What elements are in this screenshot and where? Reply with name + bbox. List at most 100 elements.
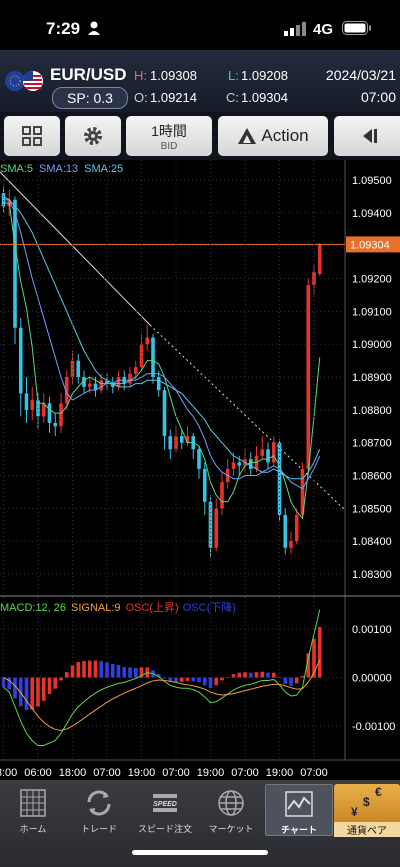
- candle-body: [59, 403, 63, 427]
- time: 07:00: [360, 89, 396, 105]
- candle-body: [105, 380, 109, 384]
- x-tick-label: 19:00: [266, 767, 294, 779]
- low-label: L:: [228, 68, 239, 83]
- low: 1.09208: [241, 68, 288, 83]
- osc-bar: [76, 662, 81, 678]
- x-tick-label: 07:00: [162, 767, 190, 779]
- tab-bar: ホーム トレード SPEED スピード注文 マーケット チャート € $ ¥ 通…: [0, 780, 400, 867]
- chart-icon: [285, 791, 313, 817]
- y-tick-label: 1.08500: [352, 503, 392, 515]
- candle-body: [220, 482, 224, 509]
- osc-bar: [294, 677, 299, 684]
- y-tick-label: 1.09000: [352, 339, 392, 351]
- osc-bar: [47, 677, 52, 695]
- legend-entry: OSC(上昇): [126, 601, 179, 614]
- timeframe: 1時間: [151, 122, 187, 139]
- tab-market[interactable]: マーケット: [198, 784, 264, 834]
- osc-bar: [99, 661, 104, 678]
- legend-entry: MACD:12, 26: [0, 602, 66, 614]
- tab-speed[interactable]: SPEED スピード注文: [132, 784, 198, 834]
- tab-home[interactable]: ホーム: [0, 784, 66, 834]
- osc-bar: [202, 677, 207, 686]
- sma-line: [3, 199, 321, 490]
- osc-bar: [306, 653, 311, 678]
- tab-label: マーケット: [208, 824, 254, 834]
- candle-body: [202, 468, 207, 502]
- osc-bar: [191, 677, 196, 682]
- candle-body: [214, 508, 219, 548]
- osc-bar: [87, 660, 92, 678]
- osc-bar: [300, 676, 305, 678]
- timeframe-button[interactable]: 1時間 BID: [126, 116, 212, 156]
- speed-icon: SPEED: [153, 794, 177, 812]
- macd-line: [3, 609, 321, 746]
- osc-bar: [162, 677, 167, 679]
- candle-body: [93, 383, 98, 391]
- osc-bar: [116, 664, 121, 678]
- osc-bar: [30, 677, 35, 710]
- collapse-button[interactable]: [334, 116, 400, 156]
- candle-body: [306, 285, 311, 469]
- y-tick-label: 1.09100: [352, 306, 392, 318]
- current-price-label: 1.09304: [350, 239, 390, 251]
- candle-body: [24, 393, 29, 410]
- osc-bar: [185, 677, 190, 681]
- currency-icon: € $ ¥: [351, 785, 382, 819]
- clock: 7:29: [46, 19, 81, 38]
- layout-button[interactable]: [4, 116, 60, 156]
- osc-bar: [64, 672, 69, 678]
- candle-body: [145, 337, 150, 345]
- candle-body: [76, 360, 81, 378]
- y-tick-label: 1.08900: [352, 372, 392, 384]
- y-tick-label: 0.00000: [352, 673, 392, 685]
- candle-body: [294, 514, 299, 542]
- candle-body: [266, 449, 270, 463]
- osc-bar: [53, 677, 58, 689]
- candle-body: [41, 403, 46, 417]
- chart-background: [0, 160, 400, 780]
- candle-body: [277, 442, 282, 515]
- candle-body: [260, 449, 265, 456]
- candle-body: [13, 199, 17, 328]
- tab-label: チャート: [281, 825, 317, 835]
- candle-body: [231, 462, 236, 469]
- osc-bar: [110, 663, 115, 678]
- osc-bar: [122, 666, 127, 678]
- candle-body: [30, 400, 35, 410]
- candle-body: [283, 514, 288, 548]
- x-tick-label: 07:00: [93, 767, 121, 779]
- osc-bar: [220, 677, 224, 681]
- action-button[interactable]: Action: [218, 116, 328, 156]
- osc-bar: [289, 677, 293, 686]
- settings-button[interactable]: [65, 116, 121, 156]
- candle-body: [151, 337, 155, 378]
- candle-body: [110, 383, 115, 387]
- action-icon: [238, 128, 257, 144]
- candle-body: [168, 436, 173, 450]
- osc-bar: [36, 677, 40, 707]
- toolbar: 1時間 BID Action: [0, 112, 400, 160]
- tab-currency[interactable]: € $ ¥ 通貨ペア: [334, 784, 400, 837]
- osc-bar: [317, 627, 322, 678]
- candle-body: [156, 377, 161, 391]
- osc-bar: [271, 672, 276, 678]
- tab-label: スピード注文: [137, 824, 192, 834]
- osc-bar: [266, 672, 270, 678]
- spread[interactable]: SP: 0.3: [52, 87, 128, 109]
- candle-body: [174, 436, 178, 450]
- tab-trade[interactable]: トレード: [66, 784, 132, 834]
- status-bar: 7:29 4G: [0, 0, 400, 50]
- osc-bar: [277, 677, 282, 679]
- legend-entry: SMA:5: [0, 163, 33, 175]
- x-tick-label: 07:00: [300, 767, 328, 779]
- osc-bar: [13, 677, 17, 699]
- signal-icon: [284, 22, 306, 36]
- trend-line: [0, 171, 151, 326]
- osc-bar: [312, 638, 316, 678]
- candle-body: [289, 541, 293, 548]
- macd-line: [3, 659, 321, 731]
- candle-body: [47, 403, 52, 423]
- tab-chart[interactable]: チャート: [265, 784, 333, 836]
- currency-symbol: $: [363, 795, 370, 809]
